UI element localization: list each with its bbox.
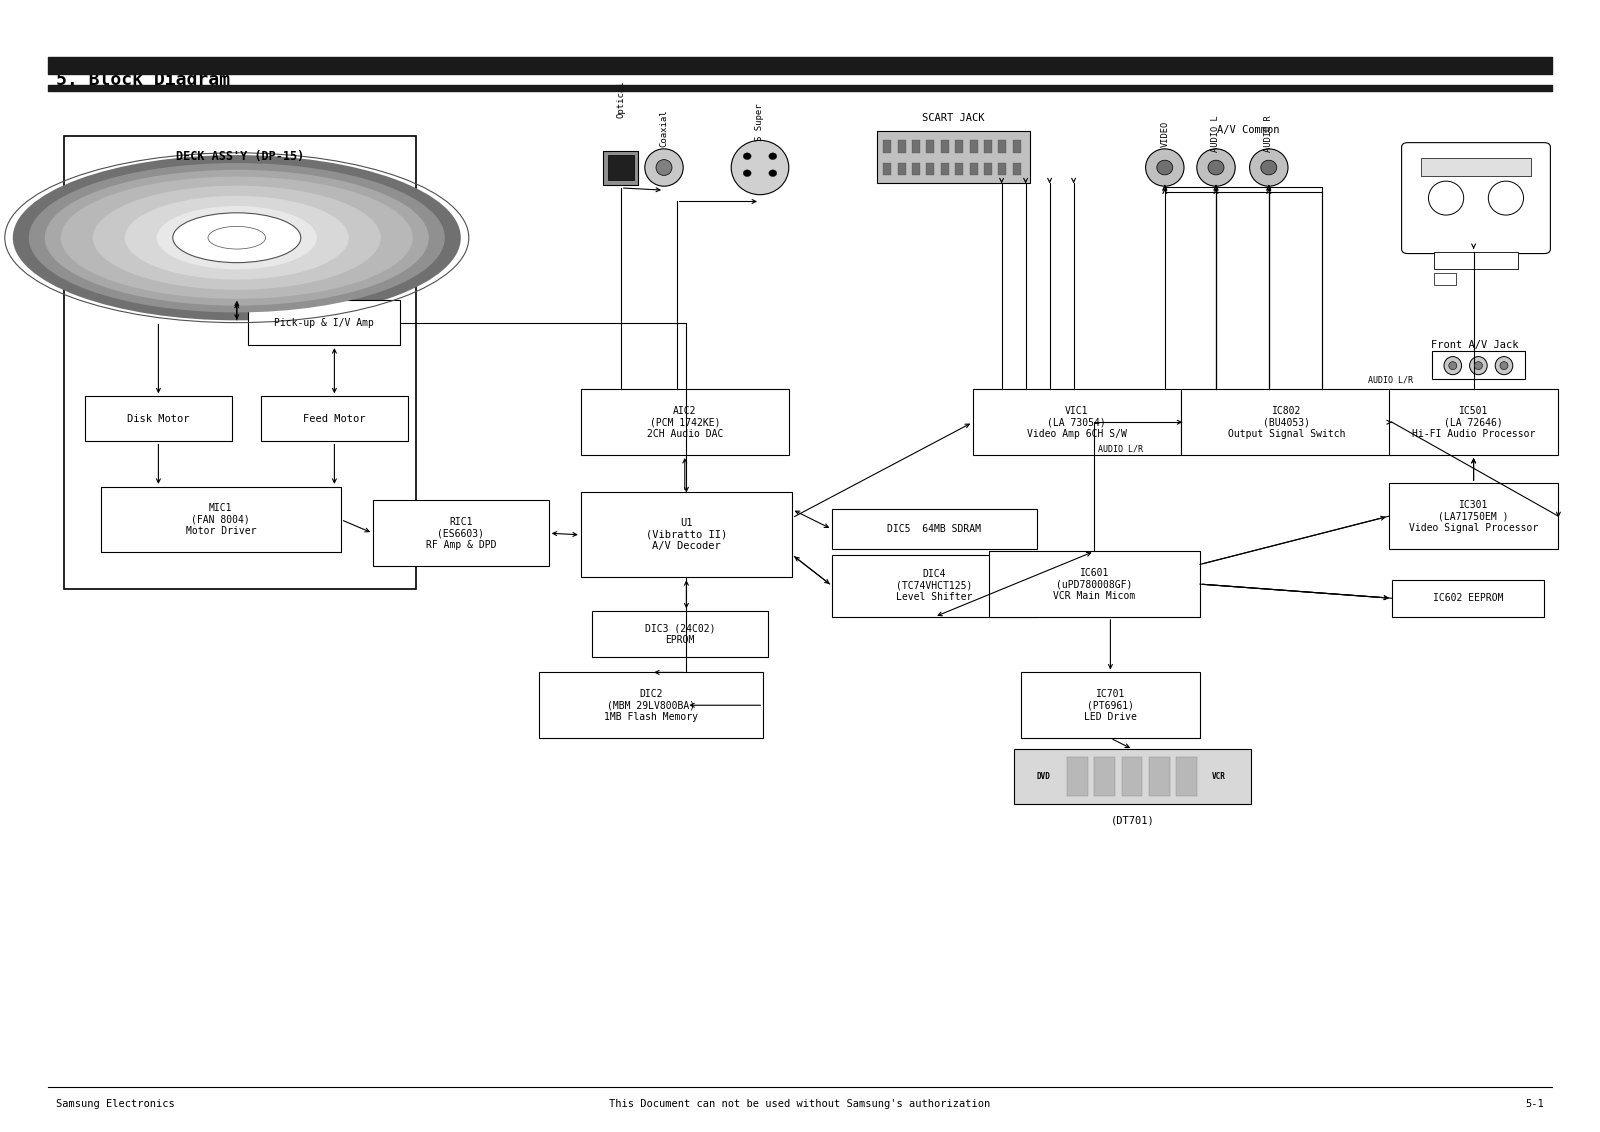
- Text: DIC5  64MB SDRAM: DIC5 64MB SDRAM: [888, 524, 981, 534]
- Bar: [603, 151, 638, 185]
- Text: IC602 EEPROM: IC602 EEPROM: [1432, 593, 1504, 603]
- Ellipse shape: [1429, 181, 1464, 215]
- Bar: [832, 509, 1037, 549]
- Text: Samsung Electronics: Samsung Electronics: [56, 1099, 174, 1108]
- Bar: [1389, 389, 1558, 455]
- Bar: [926, 140, 934, 153]
- Text: AUDIO R: AUDIO R: [1264, 115, 1274, 152]
- Bar: [581, 492, 792, 577]
- Bar: [1432, 351, 1525, 379]
- Text: RIC1
(ES6603)
RF Amp & DPD: RIC1 (ES6603) RF Amp & DPD: [426, 516, 496, 550]
- Bar: [1434, 273, 1456, 285]
- Ellipse shape: [1450, 362, 1456, 369]
- Bar: [1013, 163, 1021, 175]
- Bar: [955, 140, 963, 153]
- Bar: [592, 611, 768, 657]
- Bar: [1149, 757, 1170, 796]
- Ellipse shape: [1146, 149, 1184, 187]
- Bar: [898, 163, 906, 175]
- Bar: [248, 300, 400, 345]
- Text: Disk Motor: Disk Motor: [126, 414, 190, 423]
- Ellipse shape: [768, 170, 778, 177]
- Bar: [955, 163, 963, 175]
- Ellipse shape: [29, 163, 445, 312]
- Text: DVD: DVD: [1037, 772, 1050, 781]
- Bar: [1434, 252, 1518, 269]
- Bar: [1176, 757, 1197, 796]
- Ellipse shape: [208, 226, 266, 249]
- Bar: [883, 163, 891, 175]
- Ellipse shape: [768, 153, 778, 160]
- Ellipse shape: [1494, 357, 1514, 375]
- Bar: [973, 389, 1181, 455]
- Text: This Document can not be used without Samsung's authorization: This Document can not be used without Sa…: [610, 1099, 990, 1108]
- Bar: [1392, 580, 1544, 617]
- Text: DECK ASS'Y (DP-15): DECK ASS'Y (DP-15): [176, 149, 304, 163]
- Text: VCR: VCR: [1213, 772, 1226, 781]
- Bar: [998, 163, 1006, 175]
- Text: DIC4
(TC74VHCT125)
Level Shifter: DIC4 (TC74VHCT125) Level Shifter: [896, 569, 973, 602]
- Bar: [877, 131, 1030, 183]
- Bar: [883, 140, 891, 153]
- Ellipse shape: [1475, 362, 1483, 369]
- Bar: [912, 163, 920, 175]
- Ellipse shape: [1208, 160, 1224, 174]
- Bar: [101, 487, 341, 552]
- Ellipse shape: [1157, 160, 1173, 174]
- Text: AUDIO L/R: AUDIO L/R: [1368, 376, 1413, 385]
- Bar: [1021, 672, 1200, 738]
- Ellipse shape: [13, 155, 461, 320]
- Text: IC601
(uPD780008GF)
VCR Main Micom: IC601 (uPD780008GF) VCR Main Micom: [1053, 567, 1136, 601]
- Ellipse shape: [742, 153, 752, 160]
- Text: AIC2
(PCM 1742KE)
2CH Audio DAC: AIC2 (PCM 1742KE) 2CH Audio DAC: [646, 405, 723, 439]
- Text: IC701
(PT6961)
LED Drive: IC701 (PT6961) LED Drive: [1083, 688, 1138, 722]
- Text: Pick-up & I/V Amp: Pick-up & I/V Amp: [274, 318, 374, 327]
- Ellipse shape: [61, 177, 413, 299]
- Ellipse shape: [93, 186, 381, 290]
- Ellipse shape: [1261, 160, 1277, 174]
- Bar: [1181, 389, 1392, 455]
- Bar: [941, 163, 949, 175]
- Text: IC501
(LA 72646)
Hi-FI Audio Processor: IC501 (LA 72646) Hi-FI Audio Processor: [1411, 405, 1536, 439]
- Ellipse shape: [742, 170, 752, 177]
- Bar: [85, 396, 232, 441]
- Bar: [984, 163, 992, 175]
- Text: DIC3 (24C02)
EPROM: DIC3 (24C02) EPROM: [645, 623, 715, 645]
- Text: 5. Block Diagram: 5. Block Diagram: [56, 70, 230, 88]
- Bar: [1122, 757, 1142, 796]
- Ellipse shape: [125, 196, 349, 280]
- Bar: [989, 551, 1200, 617]
- Ellipse shape: [656, 160, 672, 175]
- Bar: [898, 140, 906, 153]
- Bar: [1067, 757, 1088, 796]
- Text: AUDIO L/R: AUDIO L/R: [1098, 445, 1142, 454]
- Bar: [1389, 483, 1558, 549]
- Ellipse shape: [645, 149, 683, 187]
- Bar: [984, 140, 992, 153]
- Text: AUDIO L: AUDIO L: [1211, 115, 1221, 152]
- Bar: [832, 555, 1037, 617]
- Bar: [970, 163, 978, 175]
- Bar: [941, 140, 949, 153]
- Text: VIDEO: VIDEO: [1160, 120, 1170, 147]
- Ellipse shape: [1250, 149, 1288, 187]
- Text: IC301
(LA71750EM )
Video Signal Processor: IC301 (LA71750EM ) Video Signal Processo…: [1410, 499, 1538, 533]
- Ellipse shape: [157, 206, 317, 269]
- Ellipse shape: [1197, 149, 1235, 187]
- Text: MIC1
(FAN 8004)
Motor Driver: MIC1 (FAN 8004) Motor Driver: [186, 503, 256, 537]
- Text: 5-1: 5-1: [1525, 1099, 1544, 1108]
- Ellipse shape: [1470, 357, 1488, 375]
- Text: S Super: S Super: [755, 103, 765, 142]
- Text: DIC2
(MBM 29LV800BA)
1MB Flash Memory: DIC2 (MBM 29LV800BA) 1MB Flash Memory: [605, 688, 698, 722]
- Bar: [1094, 757, 1115, 796]
- Bar: [998, 140, 1006, 153]
- Text: A/V Common: A/V Common: [1216, 126, 1280, 135]
- Text: Feed Motor: Feed Motor: [302, 414, 366, 423]
- FancyBboxPatch shape: [1402, 143, 1550, 254]
- Ellipse shape: [45, 170, 429, 306]
- Bar: [539, 672, 763, 738]
- Ellipse shape: [173, 213, 301, 263]
- Ellipse shape: [1501, 362, 1507, 369]
- Bar: [970, 140, 978, 153]
- Text: (DT701): (DT701): [1110, 816, 1155, 825]
